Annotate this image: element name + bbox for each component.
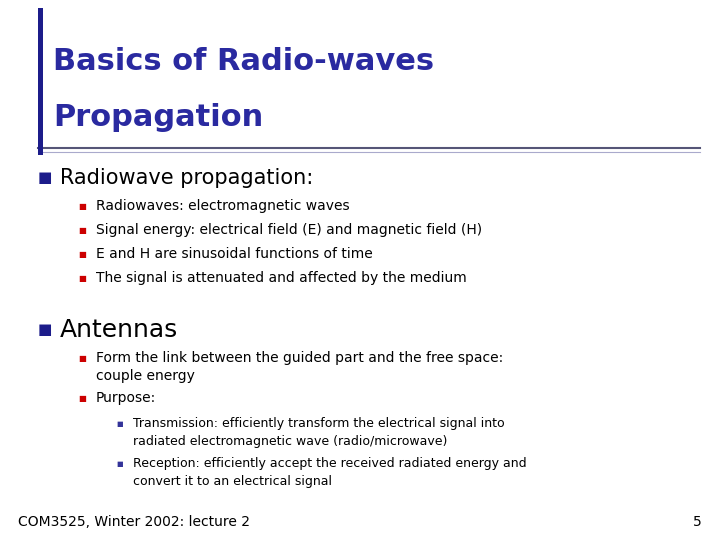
Text: Propagation: Propagation — [53, 104, 264, 132]
Text: Basics of Radio-waves: Basics of Radio-waves — [53, 48, 434, 77]
Text: 5: 5 — [693, 515, 702, 529]
Text: ■: ■ — [38, 171, 53, 186]
Text: ■: ■ — [78, 273, 86, 282]
Text: ■: ■ — [38, 322, 53, 338]
Text: radiated electromagnetic wave (radio/microwave): radiated electromagnetic wave (radio/mic… — [133, 435, 447, 448]
Text: convert it to an electrical signal: convert it to an electrical signal — [133, 475, 332, 488]
Text: couple energy: couple energy — [96, 369, 195, 383]
Text: ■: ■ — [116, 421, 122, 427]
Text: ■: ■ — [116, 461, 122, 467]
Text: Radiowaves: electromagnetic waves: Radiowaves: electromagnetic waves — [96, 199, 350, 213]
Text: ■: ■ — [78, 394, 86, 402]
Text: Purpose:: Purpose: — [96, 391, 156, 405]
Text: COM3525, Winter 2002: lecture 2: COM3525, Winter 2002: lecture 2 — [18, 515, 250, 529]
Text: E and H are sinusoidal functions of time: E and H are sinusoidal functions of time — [96, 247, 373, 261]
Text: Antennas: Antennas — [60, 318, 179, 342]
Text: Radiowave propagation:: Radiowave propagation: — [60, 168, 313, 188]
Text: ■: ■ — [78, 201, 86, 211]
Text: ■: ■ — [78, 226, 86, 234]
Text: Reception: efficiently accept the received radiated energy and: Reception: efficiently accept the receiv… — [133, 457, 526, 470]
Text: ■: ■ — [78, 354, 86, 362]
Text: The signal is attenuated and affected by the medium: The signal is attenuated and affected by… — [96, 271, 467, 285]
Text: Form the link between the guided part and the free space:: Form the link between the guided part an… — [96, 351, 503, 365]
Text: Signal energy: electrical field (E) and magnetic field (H): Signal energy: electrical field (E) and … — [96, 223, 482, 237]
Text: Transmission: efficiently transform the electrical signal into: Transmission: efficiently transform the … — [133, 417, 505, 430]
Text: ■: ■ — [78, 249, 86, 259]
Bar — [38, 8, 43, 155]
